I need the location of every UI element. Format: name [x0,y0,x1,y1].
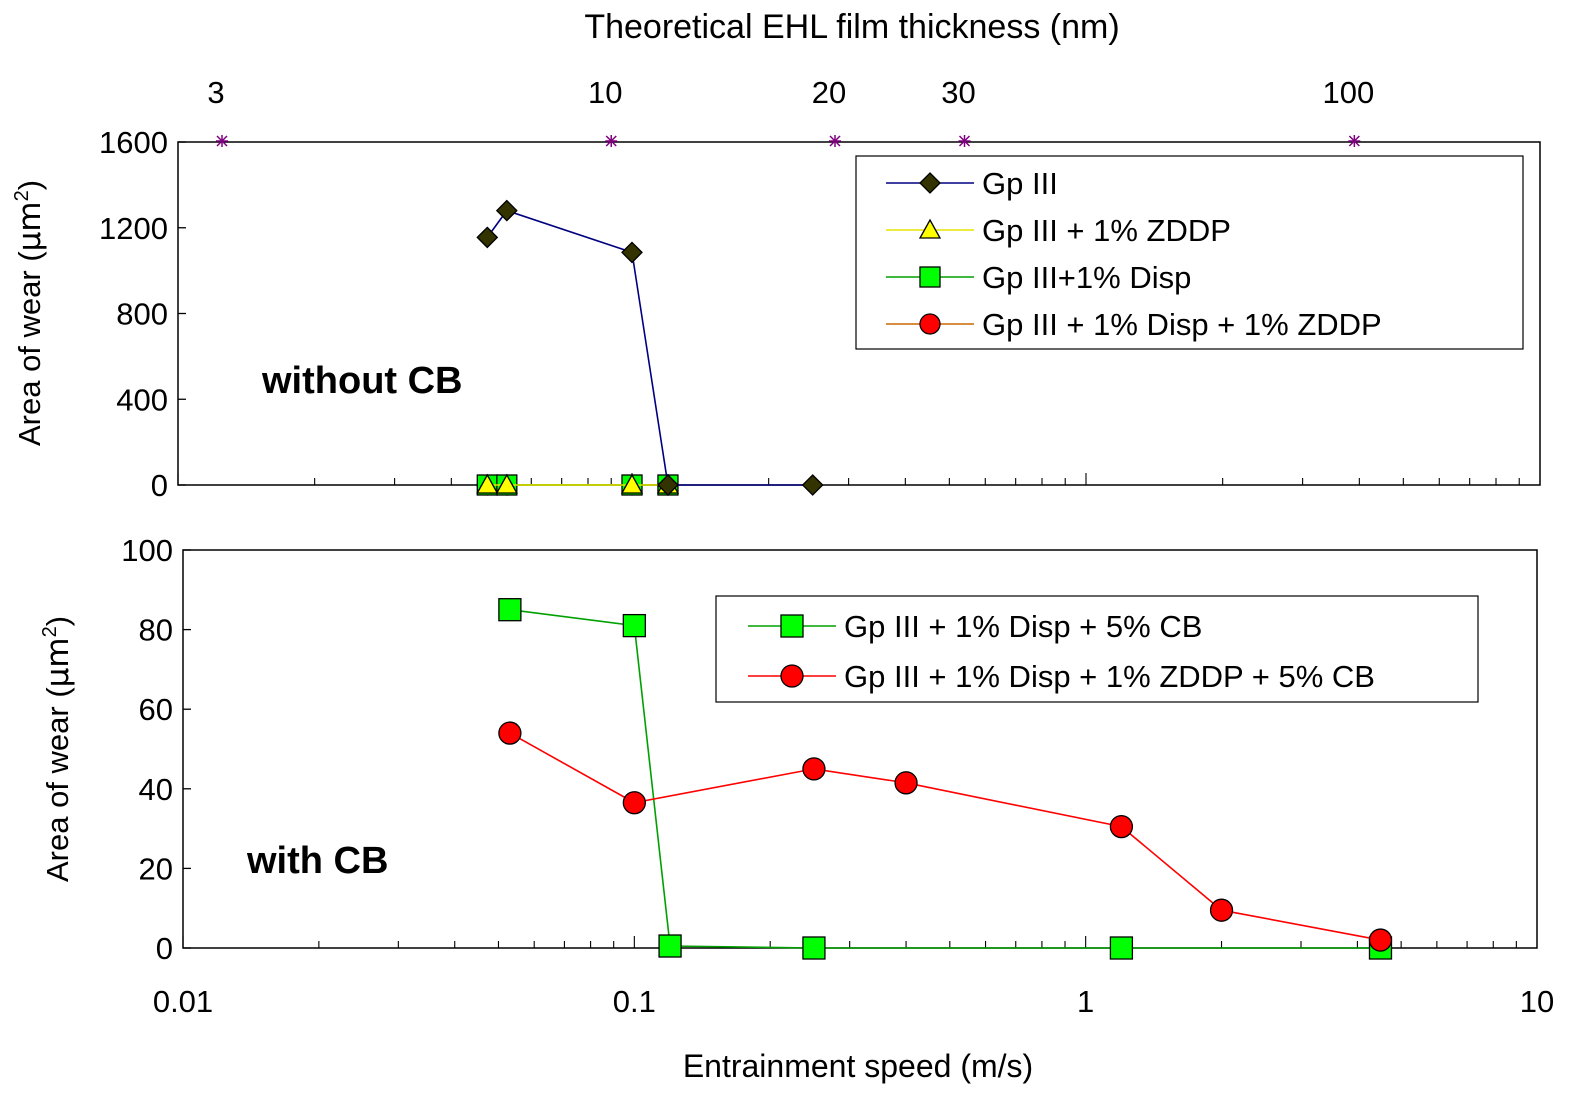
legend-marker [918,218,942,239]
data-point [495,199,518,222]
y-tick-label: 40 [139,772,173,807]
top-axis-star-marker [215,135,228,147]
series-gp-iii-1-disp-1-zddp-5-cb [498,721,1393,952]
data-point [498,598,522,622]
bottom-panel: 0 20 40 60 80 100 0.01 0.1 1 10 Area of wear (μm… [39,533,1554,1084]
top-series-group [476,199,824,496]
data-point [495,473,518,494]
x-tick-label: 0.1 [613,984,656,1019]
y-tick-label: 400 [116,382,168,417]
top-axis-tick-label: 10 [588,75,622,110]
data-point [1209,898,1234,922]
y-tick-label: 0 [156,931,173,966]
top-axis-star-marker [958,135,971,147]
legend-marker [780,664,804,688]
bottom-legend-box [715,595,1479,703]
data-point [801,474,824,496]
data-point [1109,936,1134,960]
legend-label: Gp III [982,166,1058,201]
top-axis-tick-label: 3 [207,75,224,110]
top-axis-star-marker [1348,135,1361,147]
top-panel-annotation: without CB [261,360,463,402]
legend-marker [919,313,941,335]
data-point [622,791,646,815]
top-axis-star-marker [829,135,842,147]
legend-entry: Gp III + 1% Disp + 1% ZDDP [886,307,1382,342]
y-tick-label: 800 [116,297,168,332]
data-point [802,757,826,781]
legend-entry: Gp III + 1% Disp + 1% ZDDP + 5% CB [748,659,1375,694]
data-point [1109,814,1134,839]
x-tick-label: 0.01 [153,984,213,1019]
x-tick-label: 10 [1520,984,1554,1019]
legend-entry: Gp III + 1% ZDDP [886,213,1231,248]
legend-marker [780,614,804,638]
data-point [621,241,643,264]
data-point [476,473,499,494]
data-point [657,474,679,496]
top-panel: Theoretical EHL film thickness (nm) 3 10 2… [11,8,1541,503]
data-point [620,473,644,494]
series-gp-iii [476,199,824,496]
bottom-x-axis-label: Entrainment speed (m/s) [683,1048,1033,1084]
top-axis-title: Theoretical EHL film thickness (nm) [584,8,1119,46]
top-axis-tick-labels: 3 10 20 30 100 [207,75,1374,110]
y-tick-label: 20 [139,851,173,886]
y-tick-label: 80 [139,613,173,648]
top-legend: Gp III Gp III + 1% ZDDP Gp III+1% Disp Gp I… [855,155,1524,350]
bottom-y-axis: 0 20 40 60 80 100 [121,533,191,966]
data-point [498,721,522,745]
legend-entry: Gp III + 1% Disp + 5% CB [748,609,1202,644]
legend-entry: Gp III+1% Disp [886,260,1191,295]
y-tick-label: 1200 [99,211,168,246]
bottom-y-axis-label: Area of wear (μm2) [39,616,76,882]
legend-entry: Gp III [886,166,1058,201]
legend-marker [919,266,941,288]
data-point [622,613,646,638]
y-tick-label: 1600 [99,125,168,160]
series-gp-iii-1-disp-5-cb [498,598,1393,960]
legend-marker [919,172,941,194]
y-tick-label: 0 [151,468,168,503]
bottom-series-group [498,598,1393,960]
top-axis-star-marker [605,135,618,147]
top-axis-star-markers [215,135,1361,147]
top-legend-box [855,155,1524,350]
legend-label: Gp III+1% Disp [982,260,1191,295]
series-line [509,608,1381,949]
y-tick-label: 100 [121,533,173,568]
legend-label: Gp III + 1% ZDDP [982,213,1231,248]
legend-label: Gp III + 1% Disp + 1% ZDDP [982,307,1382,342]
data-point [894,771,918,795]
data-point [1368,928,1393,952]
top-y-axis-label: Area of wear (μm2) [11,180,48,446]
data-point [802,936,826,960]
legend-label: Gp III + 1% Disp + 5% CB [844,609,1202,644]
top-axis-tick-label: 100 [1322,75,1374,110]
data-point [476,226,499,249]
x-tick-label: 1 [1077,984,1094,1019]
bottom-panel-annotation: with CB [246,840,388,882]
top-axis-tick-label: 20 [812,75,846,110]
bottom-legend: Gp III + 1% Disp + 5% CB Gp III + 1% Disp… [715,595,1479,703]
data-point [658,934,682,958]
top-axis-tick-label: 30 [941,75,975,110]
top-y-axis: 0 400 800 1200 1600 [99,125,186,503]
y-tick-label: 60 [139,692,173,727]
bottom-x-axis: 0.01 0.1 1 10 [153,936,1554,1019]
legend-label: Gp III + 1% Disp + 1% ZDDP + 5% CB [844,659,1375,694]
